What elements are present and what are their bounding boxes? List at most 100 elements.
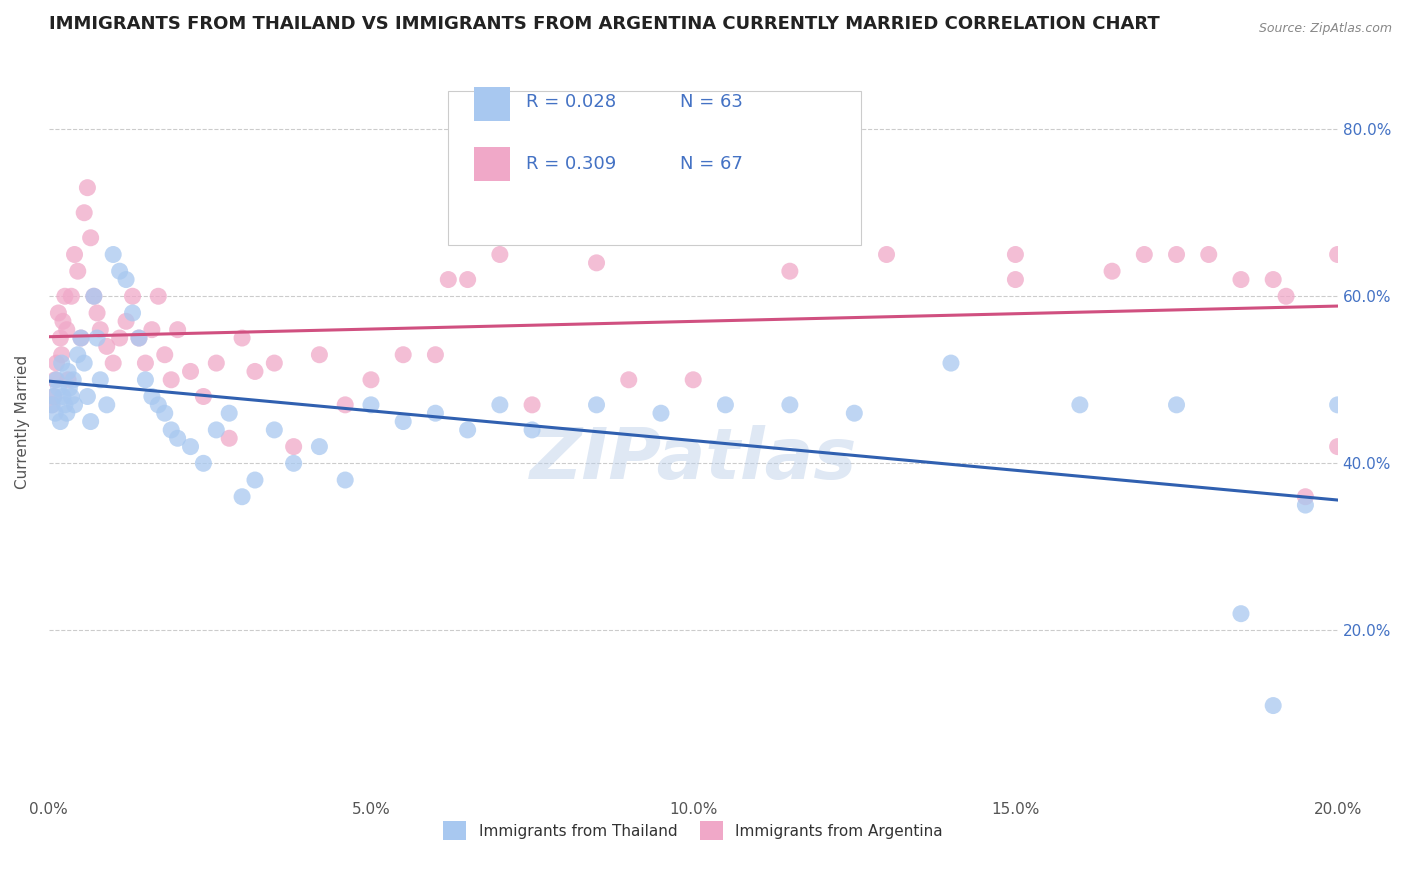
Point [1166, 398, 1188, 412]
Text: ZIPatlas: ZIPatlas [530, 425, 856, 493]
Point [121, 306, 143, 320]
Point [49, 415, 72, 429]
Point [44, 373, 66, 387]
Point [489, 247, 512, 261]
Point [160, 423, 183, 437]
Point [180, 440, 202, 454]
Point [83, 289, 105, 303]
Point [48, 306, 70, 320]
Legend: Immigrants from Thailand, Immigrants from Argentina: Immigrants from Thailand, Immigrants fro… [437, 815, 949, 847]
Point [283, 440, 305, 454]
Point [457, 423, 479, 437]
Point [392, 415, 415, 429]
Point [128, 331, 150, 345]
Text: R = 0.028: R = 0.028 [526, 93, 616, 111]
Point [48, 381, 70, 395]
Point [51, 348, 73, 362]
Point [56, 373, 79, 387]
Point [53, 398, 76, 412]
Point [425, 348, 447, 362]
Point [1230, 272, 1253, 286]
Point [66, 348, 89, 362]
Point [779, 398, 801, 412]
Point [714, 398, 737, 412]
Point [83, 289, 105, 303]
Point [939, 356, 962, 370]
Point [56, 364, 79, 378]
Point [49, 331, 72, 345]
Point [1166, 247, 1188, 261]
Point [115, 314, 138, 328]
FancyBboxPatch shape [449, 91, 860, 245]
Point [180, 364, 202, 378]
Point [73, 356, 96, 370]
Point [115, 272, 138, 286]
Point [1275, 289, 1298, 303]
FancyBboxPatch shape [474, 147, 510, 181]
Point [56, 323, 79, 337]
Point [51, 356, 73, 370]
Point [134, 356, 156, 370]
Point [76, 390, 98, 404]
Point [283, 456, 305, 470]
Point [56, 406, 79, 420]
Point [108, 264, 131, 278]
Text: IMMIGRANTS FROM THAILAND VS IMMIGRANTS FROM ARGENTINA CURRENTLY MARRIED CORRELAT: IMMIGRANTS FROM THAILAND VS IMMIGRANTS F… [49, 15, 1160, 33]
Point [103, 356, 125, 370]
Point [1326, 440, 1348, 454]
FancyBboxPatch shape [474, 87, 510, 120]
Point [148, 289, 170, 303]
Point [79, 231, 101, 245]
Point [1263, 698, 1285, 713]
Point [308, 440, 330, 454]
Text: N = 67: N = 67 [681, 154, 744, 173]
Point [1101, 264, 1123, 278]
Point [44, 406, 66, 420]
Point [520, 398, 543, 412]
Point [86, 306, 108, 320]
Point [134, 373, 156, 387]
Text: R = 0.309: R = 0.309 [526, 154, 616, 173]
Point [335, 473, 357, 487]
Point [1004, 272, 1026, 286]
Point [52, 314, 75, 328]
Point [1294, 490, 1316, 504]
Point [1326, 247, 1348, 261]
Point [263, 356, 285, 370]
Point [73, 205, 96, 219]
Point [89, 323, 111, 337]
Point [128, 331, 150, 345]
Point [108, 331, 131, 345]
Point [52, 390, 75, 404]
Point [70, 331, 93, 345]
Point [218, 431, 240, 445]
Y-axis label: Currently Married: Currently Married [15, 354, 30, 489]
Point [160, 373, 183, 387]
Point [1326, 398, 1348, 412]
Point [243, 473, 266, 487]
Point [779, 264, 801, 278]
Point [45, 356, 67, 370]
Point [308, 348, 330, 362]
Point [60, 390, 83, 404]
Point [360, 373, 382, 387]
Point [62, 373, 84, 387]
Point [876, 247, 898, 261]
Text: Source: ZipAtlas.com: Source: ZipAtlas.com [1258, 22, 1392, 36]
Point [360, 398, 382, 412]
Point [650, 406, 672, 420]
Point [153, 406, 176, 420]
Point [1294, 498, 1316, 512]
Point [121, 289, 143, 303]
Point [86, 331, 108, 345]
Point [1133, 247, 1156, 261]
Point [392, 348, 415, 362]
Point [63, 398, 86, 412]
Point [585, 256, 607, 270]
Point [141, 390, 163, 404]
Point [1198, 247, 1220, 261]
Point [41, 398, 63, 412]
Point [193, 456, 215, 470]
Point [41, 398, 63, 412]
Point [103, 247, 125, 261]
